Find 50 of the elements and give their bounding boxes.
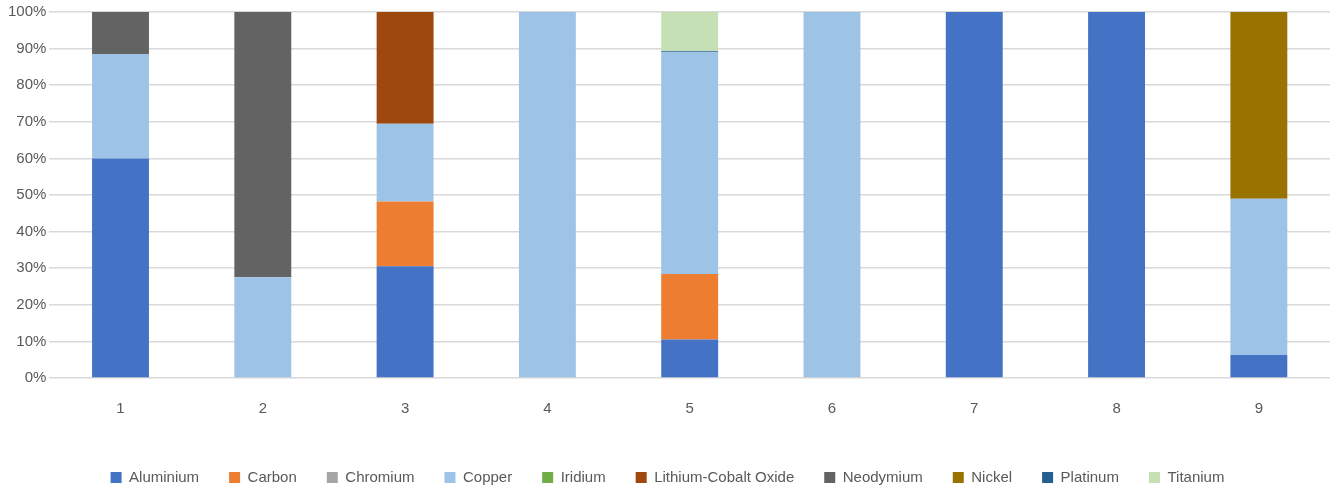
y-tick-label: 10% — [16, 331, 47, 349]
legend-label: Platinum — [1060, 467, 1119, 485]
legend-label: Carbon — [247, 467, 297, 485]
y-tick-label: 80% — [16, 75, 47, 93]
legend-label: Neodymium — [842, 467, 923, 485]
bar — [1230, 12, 1288, 199]
bar — [661, 274, 719, 340]
bar — [945, 12, 1003, 378]
x-tick-label: 5 — [685, 399, 694, 417]
bar — [518, 12, 576, 378]
x-tick-label: 6 — [827, 399, 837, 417]
x-tick-label: 1 — [116, 399, 125, 417]
legend-label: Chromium — [345, 467, 415, 485]
bar — [803, 12, 861, 378]
bar — [92, 54, 149, 159]
legend-label: Nickel — [971, 467, 1013, 485]
bar — [1230, 354, 1288, 378]
bar — [234, 12, 292, 278]
y-tick-label: 50% — [16, 185, 47, 203]
y-tick-label: 90% — [16, 38, 47, 56]
legend-label: Titanium — [1167, 467, 1225, 485]
x-tick-label: 8 — [1112, 399, 1121, 417]
x-tick-label: 4 — [543, 399, 552, 417]
bar — [1088, 12, 1146, 378]
y-tick-label: 40% — [16, 221, 47, 239]
y-tick-label: 20% — [16, 294, 47, 312]
bar — [661, 12, 719, 52]
bar — [92, 158, 149, 378]
legend-label: Lithium-Cobalt Oxide — [654, 467, 795, 485]
y-tick-label: 100% — [7, 2, 47, 20]
x-tick-label: 9 — [1254, 399, 1264, 417]
bar — [376, 12, 434, 124]
y-tick-label: 0% — [24, 368, 47, 386]
y-tick-label: 70% — [16, 111, 47, 129]
y-tick-label: 30% — [16, 258, 47, 276]
bar — [661, 339, 719, 378]
legend-label: Aluminium — [129, 467, 200, 485]
x-tick-label: 3 — [400, 399, 410, 417]
y-tick-label: 60% — [16, 148, 47, 166]
x-tick-label: 2 — [258, 399, 267, 417]
legend-label: Iridium — [560, 467, 606, 485]
bar — [92, 12, 149, 55]
bar — [661, 52, 719, 275]
bar — [1230, 198, 1288, 355]
bar — [376, 201, 434, 267]
bar — [376, 266, 434, 378]
legend-label: Copper — [462, 467, 513, 485]
bar — [376, 123, 434, 202]
bar — [234, 277, 292, 378]
x-tick-label: 7 — [970, 399, 979, 417]
